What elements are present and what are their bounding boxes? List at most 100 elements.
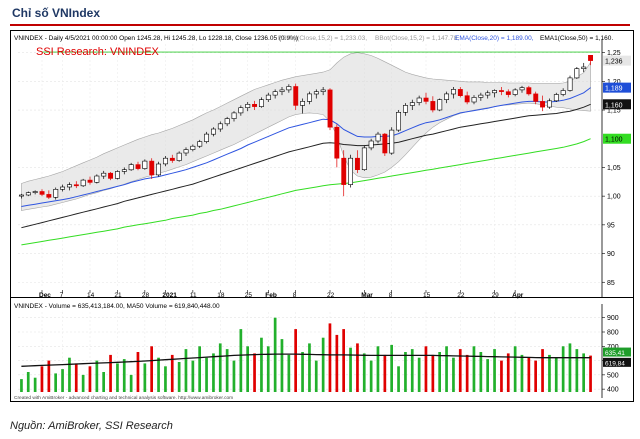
volume-bar: [575, 349, 579, 392]
price-tick-label: 90: [607, 251, 615, 258]
price-marker-box: [603, 133, 631, 144]
time-tick-label: 25: [245, 292, 253, 299]
price-tick-label: 1,15: [607, 108, 621, 115]
volume-bar: [431, 354, 435, 392]
ema20-label: EMA(Close,20) = 1,189.00,: [455, 35, 534, 42]
time-tick-label: 8: [389, 292, 393, 299]
price-marker-box: [603, 55, 631, 66]
candle-body: [478, 94, 484, 98]
volume-bar: [335, 334, 339, 392]
volume-bar: [308, 343, 311, 392]
candle-body: [320, 89, 326, 92]
candle-body: [334, 126, 340, 159]
volume-bar: [61, 369, 64, 392]
price-info-line: VNINDEX - Daily 4/5/2021 00:00:00 Open 1…: [14, 35, 298, 42]
candle-body: [581, 66, 587, 70]
volume-bar: [369, 360, 373, 392]
volume-bar: [40, 366, 44, 392]
title-rule: [10, 24, 630, 26]
volume-bar: [397, 366, 400, 392]
price-marker-label: 1,236: [605, 59, 623, 66]
time-tick-label: Mar: [361, 292, 373, 299]
candle-body: [115, 171, 120, 179]
price-marker-box: [603, 99, 631, 110]
candle-body: [142, 160, 148, 169]
candle-body: [183, 149, 189, 154]
volume-bar: [116, 363, 119, 392]
volume-bar: [253, 353, 256, 392]
volume-bar: [68, 357, 71, 392]
volume-bar: [191, 360, 195, 392]
volume-bar: [88, 366, 92, 392]
price-marker-label: 1,189: [605, 86, 623, 93]
volume-bar: [136, 352, 140, 392]
volume-bar: [212, 353, 215, 392]
candle-body: [354, 157, 360, 170]
vnindex-chart: VNINDEX - Daily 4/5/2021 00:00:00 Open 1…: [10, 30, 634, 402]
volume-tick-label: 800: [607, 330, 619, 337]
volume-bar: [568, 343, 572, 392]
volume-bar: [500, 360, 503, 392]
volume-bar: [273, 317, 277, 392]
candle-body: [464, 95, 470, 103]
volume-bar: [506, 353, 510, 392]
candle-body: [546, 100, 552, 108]
volume-bar: [321, 337, 325, 392]
candle-body: [204, 133, 209, 142]
volume-bar: [260, 337, 263, 392]
candle-body: [94, 175, 100, 183]
candle-body: [25, 192, 31, 196]
volume-bar: [452, 357, 455, 392]
candle-body: [80, 179, 86, 187]
volume-tick-label: 700: [607, 344, 619, 351]
candle-body: [108, 172, 114, 179]
candle-body: [73, 184, 79, 187]
candle-body: [279, 89, 285, 92]
candle-body: [450, 89, 456, 95]
volume-bar: [177, 362, 181, 392]
volume-bar: [589, 355, 592, 392]
candle-body: [444, 93, 449, 100]
volume-bar: [410, 349, 414, 392]
candle-body: [492, 90, 497, 94]
candle-body: [368, 140, 374, 149]
volume-bar: [493, 349, 496, 392]
time-tick-label: 22: [457, 292, 465, 299]
volume-marker-box: [603, 357, 631, 367]
candle-body: [471, 97, 477, 103]
candle-body: [389, 129, 395, 154]
ema50-line: [21, 103, 591, 229]
time-tick-label: Feb: [265, 292, 277, 299]
volume-bar: [102, 372, 105, 392]
candle-body: [149, 160, 155, 176]
candle-body: [540, 101, 546, 108]
volume-bar: [280, 339, 284, 392]
volume-bar: [527, 357, 531, 392]
volume-bar: [129, 374, 133, 392]
volume-marker-label: 619,84: [605, 360, 625, 367]
candle-body: [588, 54, 594, 61]
price-tick-label: 95: [607, 222, 615, 229]
volume-bar: [20, 379, 23, 392]
source-note: Nguồn: AmiBroker, SSI Research: [10, 420, 173, 432]
candle-body: [19, 194, 24, 197]
candle-body: [272, 91, 278, 96]
volume-bar: [472, 346, 476, 392]
volume-bar: [513, 346, 517, 392]
candle-body: [128, 164, 134, 171]
candle-body: [238, 107, 244, 114]
candle-body: [560, 90, 566, 95]
volume-bar: [458, 349, 462, 392]
candle-body: [121, 169, 127, 172]
candle-body: [176, 152, 182, 161]
price-marker-label: 1,160: [605, 102, 623, 109]
time-tick-label: 29: [492, 292, 500, 299]
volume-info-line: VNINDEX - Volume = 635,413,184.00, MA50 …: [14, 303, 220, 310]
candle-body: [224, 118, 230, 125]
candle-body: [375, 133, 381, 142]
candle-body: [101, 172, 107, 177]
candle-body: [163, 157, 168, 165]
watermark-label: SSI Research: VNINDEX: [36, 46, 160, 58]
volume-bar: [417, 357, 421, 392]
candle-body: [423, 97, 429, 102]
